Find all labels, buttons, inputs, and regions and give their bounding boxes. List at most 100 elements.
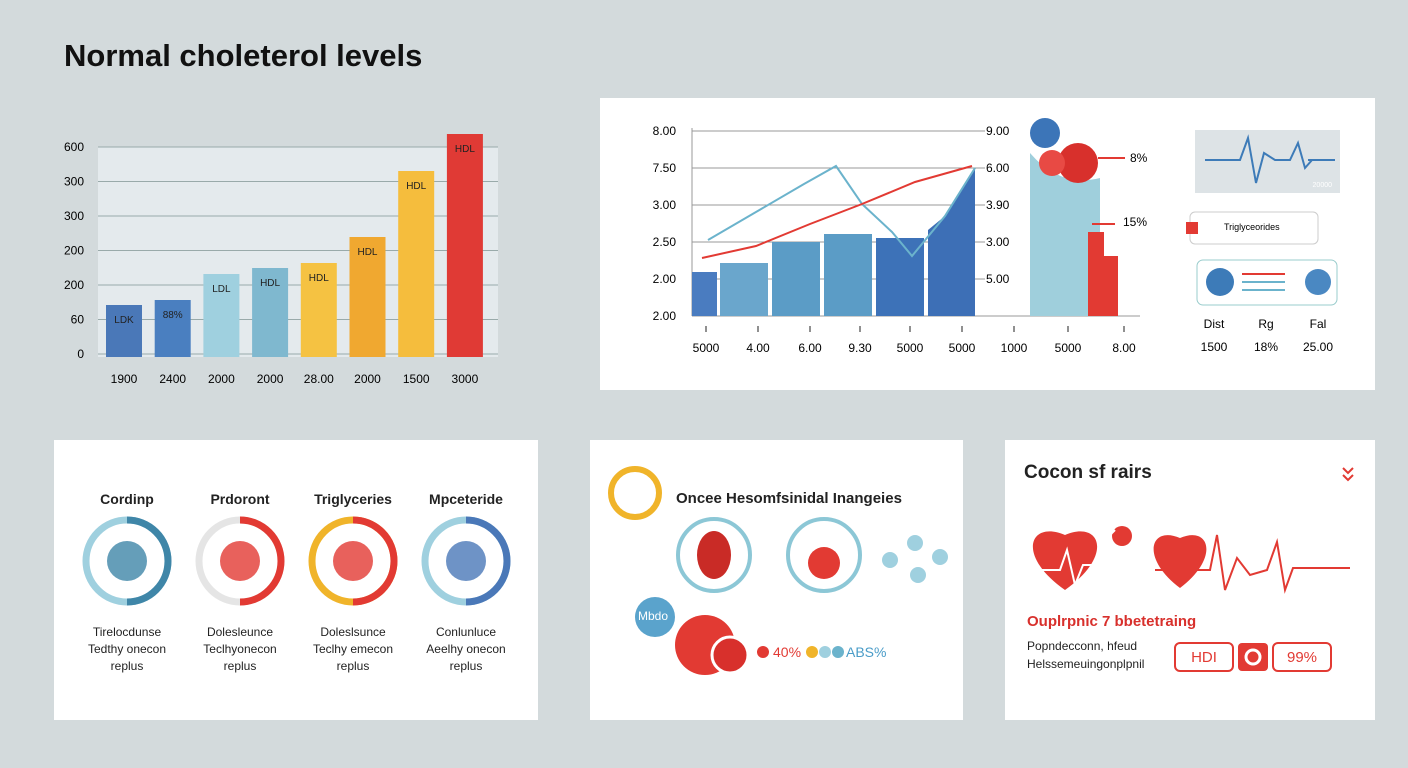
- combo-chart: 8.00 7.50 3.00 2.50 2.00 2.00 9.00 6.00 3.90 3.00…: [653, 118, 1340, 355]
- item-line: Tedthy onecon: [87, 642, 167, 656]
- x-label: 1000: [1001, 341, 1028, 355]
- x-label: 5000: [897, 341, 924, 355]
- page-title: Normal choleterol levels: [64, 38, 423, 73]
- bar-label: 88%: [163, 310, 183, 321]
- bar: [300, 263, 337, 357]
- item-line: Aeelhy onecon: [426, 642, 506, 656]
- pill: 99%: [1286, 649, 1318, 666]
- x-label: 5000: [1055, 341, 1082, 355]
- bar-panel: 600300300200200600LDK190088%2400LDL2000H…: [64, 134, 498, 386]
- x-label: 5000: [949, 341, 976, 355]
- stat-label: Dist: [1204, 317, 1225, 331]
- heart-art: [1032, 467, 1354, 672]
- icon: [1039, 150, 1065, 176]
- item-line: Teclhyonecon: [203, 642, 277, 656]
- x-label: 1900: [111, 372, 138, 386]
- y-label: 200: [64, 278, 84, 292]
- card-title: Oncee Hesomfsinidal Inangeies: [676, 490, 902, 507]
- monitor: [1195, 130, 1340, 193]
- x-label: 3000: [452, 372, 479, 386]
- x-label: 2000: [257, 372, 284, 386]
- y-label: 3.00: [653, 198, 677, 212]
- icon: [1305, 269, 1331, 295]
- bar-label: HDL: [309, 273, 329, 284]
- icon-core: [220, 541, 260, 581]
- bar-label: HDL: [406, 181, 426, 192]
- x-label: 8.00: [1112, 341, 1136, 355]
- x-label: 5000: [693, 341, 720, 355]
- bar: [349, 237, 386, 357]
- icon-core: [333, 541, 373, 581]
- ring-arc: [239, 516, 285, 606]
- card-line: Helssemeuingonplpnil: [1027, 657, 1145, 671]
- bar-label: HDL: [260, 278, 280, 289]
- x-label: 2000: [208, 372, 235, 386]
- stat-label: Rg: [1258, 317, 1273, 331]
- icon: [1058, 143, 1098, 183]
- y-label: 300: [64, 175, 84, 189]
- types-card: Cordinp Tirelocdunse Tedthy onecon replus Pr…: [54, 440, 538, 720]
- item-line: Tirelocdunse: [92, 625, 162, 639]
- y-label: 2.00: [653, 272, 677, 286]
- bar: [252, 268, 289, 357]
- ring-arc: [126, 516, 172, 606]
- x-label: 2400: [159, 372, 186, 386]
- bar: [446, 134, 483, 357]
- y2-label: 3.00: [986, 235, 1010, 249]
- bars: [692, 153, 1118, 316]
- x-label: 2000: [354, 372, 381, 386]
- bar-label: LDK: [114, 315, 134, 326]
- item-line: Dolesleunce: [206, 625, 274, 639]
- x-label: 9.30: [848, 341, 872, 355]
- y2-label: 6.00: [986, 161, 1010, 175]
- bar-label: LDL: [212, 284, 231, 295]
- icon-core: [446, 541, 486, 581]
- y-label: 7.50: [653, 161, 677, 175]
- y-label: 600: [64, 140, 84, 154]
- annotation: 15%: [1123, 215, 1147, 229]
- info-lines: [1242, 273, 1285, 291]
- x-label: 4.00: [746, 341, 770, 355]
- combo-panel: 8.00 7.50 3.00 2.50 2.00 2.00 9.00 6.00 3.90 3.00…: [600, 98, 1375, 390]
- icon-core: [107, 541, 147, 581]
- bar-label: HDL: [357, 247, 377, 258]
- y-label: 2.00: [653, 309, 677, 323]
- food-card: Oncee Hesomfsinidal Inangeies Mbdo 40% A…: [590, 440, 963, 720]
- ring-arc: [352, 516, 398, 606]
- item-line: Doleslsunce: [320, 625, 386, 639]
- x-label: 6.00: [798, 341, 822, 355]
- item-line: Conlunluce: [435, 625, 497, 639]
- stat: 40%: [773, 644, 802, 660]
- y-label: 8.00: [653, 124, 677, 138]
- item-line: replus: [110, 659, 144, 673]
- y2-label: 5.00: [986, 272, 1010, 286]
- y-label: 200: [64, 244, 84, 258]
- bar: [106, 305, 142, 357]
- stat: ABS%: [846, 644, 887, 660]
- item-icon: [421, 516, 511, 606]
- food-art: [608, 466, 948, 675]
- icon: [1206, 268, 1234, 296]
- item-line: replus: [336, 659, 370, 673]
- item-title: Mpceteride: [429, 491, 503, 507]
- line-red: [701, 165, 973, 259]
- y-label: 60: [71, 313, 85, 327]
- item-title: Cordinp: [100, 491, 154, 507]
- bar: [154, 300, 191, 357]
- stat-value: 25.00: [1303, 340, 1333, 354]
- y-label: 300: [64, 209, 84, 223]
- y2-label: 9.00: [986, 124, 1010, 138]
- y2-label: 3.90: [986, 198, 1010, 212]
- icon: [1030, 118, 1060, 148]
- item-icon: [82, 516, 172, 606]
- item-icon: [195, 516, 285, 606]
- item-line: replus: [223, 659, 257, 673]
- stat-value: 18%: [1254, 340, 1278, 354]
- pill: HDI: [1191, 649, 1217, 666]
- ring-arc: [465, 516, 511, 606]
- card-title: Cocon sf rairs: [1024, 462, 1152, 483]
- card-line: Popndecconn, hfeud: [1027, 639, 1138, 653]
- y-label: 0: [77, 347, 84, 361]
- bar: [398, 171, 435, 357]
- item-icon: [308, 516, 398, 606]
